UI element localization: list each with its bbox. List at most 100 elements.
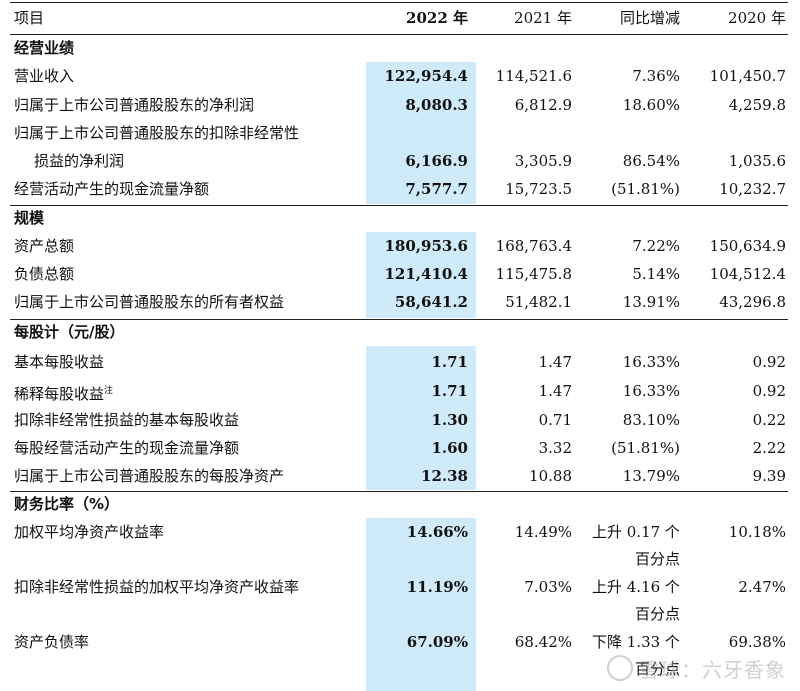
section-rule-scale [10,205,788,206]
highlight-2022-scale [366,232,476,318]
watermark-text: 雪球：六牙香象 [639,658,786,682]
value-2021: 115,475.8 [495,265,572,283]
value-2021: 3.32 [538,439,572,457]
value-2022: 122,954.4 [384,67,468,85]
row-label: 经营活动产生的现金流量净额 [14,180,210,198]
value-2021: 168,763.4 [495,237,572,255]
section-title: 财务比率（%） [14,495,120,513]
value-2020: 150,634.9 [709,237,786,255]
section-rule-per-share [10,319,788,320]
row-label: 加权平均净资产收益率 [14,523,165,541]
row-label: 稀释每股收益注 [14,381,113,404]
value-2022: 7,577.7 [405,180,468,198]
value-2020: 43,296.8 [719,293,786,311]
value-2021: 7.03% [524,578,572,596]
value-2021: 68.42% [514,633,572,651]
row-label: 资产负债率 [14,633,90,651]
value-2020: 2.22 [752,439,786,457]
value-2022: 180,953.6 [384,237,468,255]
value-2020: 0.22 [752,411,786,429]
header-2021: 2021 年 [514,9,572,27]
value-2022: 121,410.4 [384,265,468,283]
value-2022: 14.66% [406,523,468,541]
value-2020: 10.18% [728,523,786,541]
value-2020: 4,259.8 [728,96,786,114]
value-2022: 1.30 [431,411,468,429]
value-yoy-continued: 百分点 [634,605,680,623]
value-2021: 6,812.9 [514,96,572,114]
header-yoy: 同比增减 [619,9,680,27]
row-label: 资产总额 [14,237,75,255]
value-2021: 14.49% [514,523,572,541]
row-label: 负债总额 [14,265,75,283]
value-2020: 0.92 [752,353,786,371]
value-yoy: (51.81%) [611,439,680,457]
value-yoy: 下降 1.33 个 [592,633,680,651]
row-label: 基本每股收益 [14,353,105,371]
value-2020: 104,512.4 [709,265,786,283]
header-item: 项目 [14,9,45,27]
value-yoy: 83.10% [622,411,680,429]
value-2022: 6,166.9 [405,152,468,170]
section-title: 经营业绩 [14,39,75,57]
value-2020: 2.47% [738,578,786,596]
value-yoy: 13.79% [622,467,680,485]
value-2021: 51,482.1 [505,293,572,311]
footnote-marker: 注 [104,386,114,396]
row-label-continued: 损益的净利润 [34,152,125,170]
value-2020: 9.39 [752,467,786,485]
highlight-2022-performance [366,62,476,204]
row-label: 扣除非经常性损益的加权平均净资产收益率 [14,578,300,596]
value-2022: 67.09% [406,633,468,651]
highlight-2022-ratios [366,518,476,691]
value-yoy: 16.33% [622,353,680,371]
value-2022: 11.19% [406,578,468,596]
header-2022: 2022 年 [406,9,468,27]
header-rule-top [10,2,788,3]
value-2020: 101,450.7 [709,67,786,85]
value-2021: 3,305.9 [514,152,572,170]
section-title: 每股计（元/股） [14,323,125,341]
financial-summary-table: 项目 2022 年 2021 年 同比增减 2020 年 经营业绩 营业收入 1… [10,0,788,691]
snowball-logo-icon [607,655,633,681]
value-yoy: 上升 4.16 个 [592,578,680,596]
row-label: 归属于上市公司普通股股东的净利润 [14,96,255,114]
value-yoy-continued: 百分点 [634,550,680,568]
value-yoy: 16.33% [622,382,680,400]
value-2021: 114,521.6 [495,67,572,85]
value-yoy-continued: 百分点 [634,660,680,678]
value-2022: 1.71 [431,382,468,400]
value-2021: 15,723.5 [505,180,572,198]
row-label: 扣除非经常性损益的基本每股收益 [14,411,240,429]
value-2020: 10,232.7 [719,180,786,198]
value-2021: 1.47 [538,382,572,400]
header-2020: 2020 年 [728,9,786,27]
value-2020: 69.38% [728,633,786,651]
value-2021: 1.47 [538,353,572,371]
highlight-2022-per-share [366,346,476,490]
row-label-text: 稀释每股收益 [14,385,105,403]
value-yoy: 86.54% [622,152,680,170]
value-2021: 10.88 [529,467,572,485]
value-yoy: 上升 0.17 个 [592,523,680,541]
value-2022: 1.71 [431,353,468,371]
header-rule-bottom [10,34,788,35]
value-yoy: 7.36% [632,67,680,85]
value-2020: 0.92 [752,382,786,400]
row-label: 营业收入 [14,67,75,85]
row-label: 每股经营活动产生的现金流量净额 [14,439,240,457]
value-2022: 12.38 [421,467,468,485]
row-label: 归属于上市公司普通股股东的每股净资产 [14,467,285,485]
value-yoy: (51.81%) [611,180,680,198]
section-title: 规模 [14,209,45,227]
row-label: 归属于上市公司普通股股东的扣除非经常性 [14,124,300,142]
value-yoy: 18.60% [622,96,680,114]
value-2020: 1,035.6 [728,152,786,170]
row-label: 归属于上市公司普通股股东的所有者权益 [14,293,285,311]
value-2022: 58,641.2 [394,293,468,311]
watermark: 雪球：六牙香象 [607,654,786,683]
value-yoy: 13.91% [622,293,680,311]
value-2022: 1.60 [431,439,468,457]
value-2021: 0.71 [538,411,572,429]
section-rule-ratios [10,491,788,492]
